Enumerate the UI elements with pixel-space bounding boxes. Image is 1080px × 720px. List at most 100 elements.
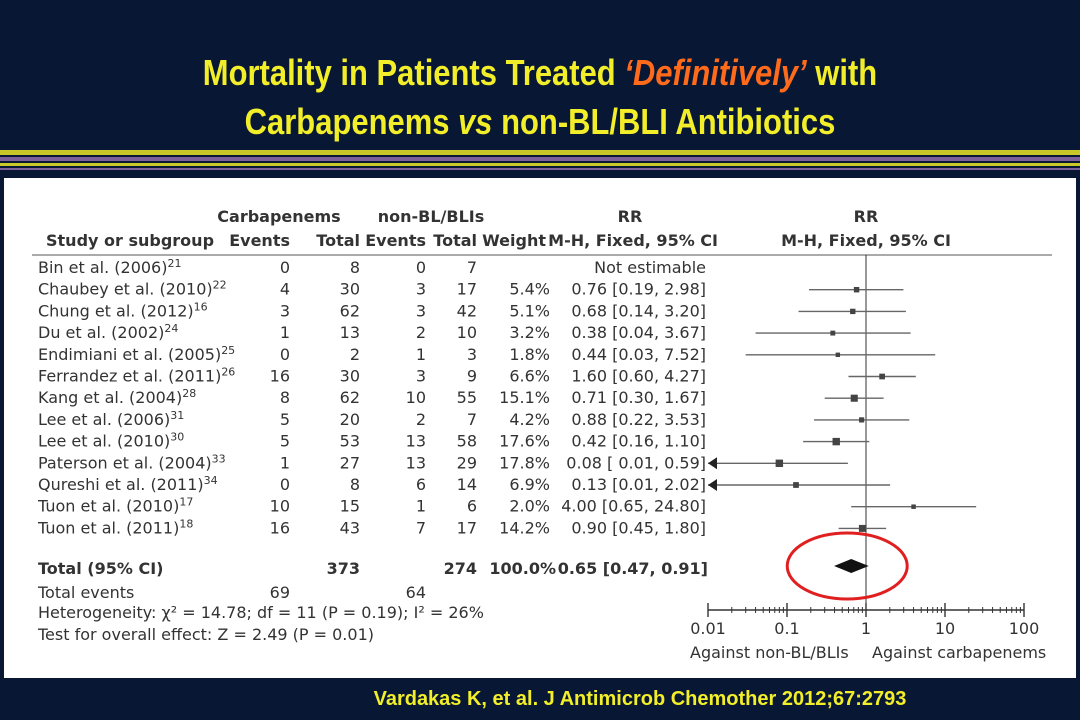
weight-cell: 5.4% <box>509 280 550 299</box>
n-events-cell: 1 <box>416 345 426 364</box>
n-total-cell: 10 <box>457 323 477 342</box>
c-total-cell: 53 <box>340 432 360 451</box>
study-name: Bin et al. (2006)21 <box>38 257 181 277</box>
n-events-cell: 13 <box>406 432 426 451</box>
n-total-cell: 17 <box>457 280 477 299</box>
n-total-cell: 55 <box>457 388 477 407</box>
rr-cell: Not estimable <box>594 258 706 277</box>
c-events-cell: 16 <box>270 518 290 537</box>
n-total-cell: 42 <box>457 301 477 320</box>
highlight-circle <box>785 531 909 601</box>
point-estimate <box>858 524 866 532</box>
n-total-cell: 6 <box>467 497 477 516</box>
forest-axis: 0.01 0.1 1 10 100 <box>690 603 1039 638</box>
weight-cell: 1.8% <box>509 345 550 364</box>
axis-tick-label: 0.1 <box>774 619 799 638</box>
n-events-cell: 0 <box>416 258 426 277</box>
rr-cell: 4.00 [0.65, 24.80] <box>561 497 706 516</box>
study-ref: 28 <box>182 387 196 400</box>
rr-cell: 0.88 [0.22, 3.53] <box>571 410 706 429</box>
n-total-cell: 29 <box>457 453 477 472</box>
n-events-cell: 2 <box>416 323 426 342</box>
total-events-label: Total events <box>37 583 134 602</box>
study-name: Paterson et al. (2004)33 <box>38 452 226 472</box>
c-total-cell: 27 <box>340 453 360 472</box>
study-ref: 26 <box>221 366 235 379</box>
rr-cell: 0.90 [0.45, 1.80] <box>571 518 706 537</box>
point-estimate <box>879 373 885 380</box>
study-ref: 33 <box>212 452 226 465</box>
point-estimate <box>850 394 858 402</box>
total-c-total: 373 <box>327 559 360 578</box>
divider-stripe-purple <box>0 157 1080 161</box>
c-total-cell: 2 <box>350 345 360 364</box>
ci-arrow <box>708 457 717 470</box>
weight-cell: 15.1% <box>499 388 550 407</box>
point-estimate <box>911 504 916 509</box>
axis-left-label: Against non-BL/BLIs <box>690 643 849 662</box>
header-n-events: Events <box>365 231 426 250</box>
study-ref: 24 <box>164 322 178 335</box>
total-rr: 0.65 [0.47, 0.91] <box>558 559 708 578</box>
rr-cell: 0.38 [0.04, 3.67] <box>571 323 706 342</box>
study-rows: Bin et al. (2006)21 0 8 0 7 Not estimable Chau… <box>37 257 706 537</box>
c-total-cell: 13 <box>340 323 360 342</box>
c-total-cell: 30 <box>340 367 360 386</box>
n-events-cell: 3 <box>416 280 426 299</box>
c-total-cell: 20 <box>340 410 360 429</box>
study-ref: 30 <box>170 431 184 444</box>
point-estimate <box>850 308 856 315</box>
c-events-cell: 0 <box>280 345 290 364</box>
n-events-cell: 3 <box>416 367 426 386</box>
c-events-cell: 5 <box>280 432 290 451</box>
rr-cell: 0.42 [0.16, 1.10] <box>571 432 706 451</box>
header-rr-plot: M-H, Fixed, 95% CI <box>781 231 951 250</box>
study-name: Endimiani et al. (2005)25 <box>38 344 235 364</box>
ci-arrow <box>708 479 717 491</box>
weight-cell: 6.6% <box>509 367 550 386</box>
study-name: Kang et al. (2004)28 <box>38 387 196 407</box>
weight-cell: 6.9% <box>509 475 550 494</box>
rr-cell: 0.71 [0.30, 1.67] <box>571 388 706 407</box>
rr-cell: 1.60 [0.60, 4.27] <box>571 367 706 386</box>
title-part2: non-BL/BLI Antibiotics <box>492 101 836 142</box>
c-total-cell: 30 <box>340 280 360 299</box>
c-total-cell: 62 <box>340 301 360 320</box>
point-estimate <box>775 459 784 468</box>
study-ref: 34 <box>204 474 218 487</box>
study-ref: 16 <box>194 300 208 313</box>
axis-tick-label: 100 <box>1009 619 1040 638</box>
study-ref: 21 <box>167 257 181 270</box>
c-total-cell: 8 <box>350 475 360 494</box>
study-ref: 25 <box>221 344 235 357</box>
study-ref: 17 <box>179 496 193 509</box>
study-name: Chaubey et al. (2010)22 <box>38 279 227 299</box>
study-name: Tuon et al. (2011)18 <box>37 517 193 537</box>
slide-title: Mortality in Patients Treated ‘Definitiv… <box>0 0 1080 150</box>
c-events-cell: 0 <box>280 475 290 494</box>
c-events-cell: 16 <box>270 367 290 386</box>
point-estimate <box>793 482 799 488</box>
header-n-total: Total <box>433 231 477 250</box>
total-weight: 100.0% <box>489 559 556 578</box>
n-events-cell: 7 <box>416 518 426 537</box>
c-events-cell: 5 <box>280 410 290 429</box>
c-total-cell: 8 <box>350 258 360 277</box>
title-vs: vs <box>458 101 493 142</box>
n-events-cell: 10 <box>406 388 426 407</box>
weight-cell: 17.8% <box>499 453 550 472</box>
header-rr: M-H, Fixed, 95% CI <box>548 231 718 250</box>
n-total-cell: 9 <box>467 367 477 386</box>
study-name: Lee et al. (2006)31 <box>38 409 184 429</box>
weight-cell: 5.1% <box>509 301 550 320</box>
total-events-n: 64 <box>406 583 426 602</box>
weight-cell: 17.6% <box>499 432 550 451</box>
forest-marks <box>708 255 977 606</box>
overall-effect-text: Test for overall effect: Z = 2.49 (P = 0… <box>37 625 374 644</box>
forest-plot-svg: Carbapenems non-BL/BLIs RR RR Study or s… <box>32 207 1052 662</box>
c-events-cell: 10 <box>270 497 290 516</box>
rr-cell: 0.68 [0.14, 3.20] <box>571 301 706 320</box>
divider-stripe-purple-thin <box>0 168 1080 170</box>
header-group-rr-plot: RR <box>854 207 879 226</box>
c-total-cell: 15 <box>340 497 360 516</box>
